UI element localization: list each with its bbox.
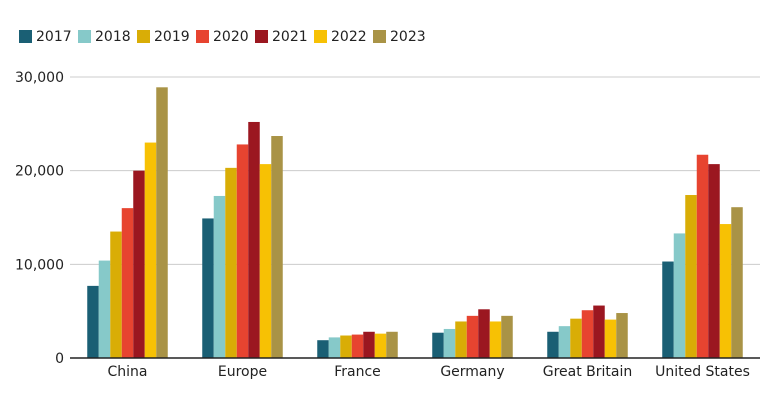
bar-china-2022 — [144, 142, 157, 358]
bar-china-2019 — [110, 231, 122, 358]
bar-great-britain-2020 — [581, 310, 594, 358]
bar-europe-2020 — [236, 144, 249, 358]
bar-germany-2017 — [432, 332, 444, 358]
bar-great-britain-2023 — [616, 313, 628, 358]
bar-france-2023 — [386, 331, 398, 358]
bar-france-2017 — [317, 340, 329, 358]
bar-germany-2018 — [443, 328, 456, 358]
bar-united-states-2019 — [685, 195, 697, 358]
bar-germany-2021 — [478, 309, 490, 358]
y-tick-label: 30,000 — [15, 70, 64, 86]
legend-label-2022: 2022 — [331, 29, 367, 45]
bars — [87, 87, 743, 359]
x-category-label: Great Britain — [543, 364, 633, 380]
y-tick-label: 0 — [55, 351, 64, 367]
y-axis-ticks: 0 10,000 20,000 30,000 — [15, 70, 64, 367]
x-category-label: China — [108, 364, 148, 380]
bar-france-2019 — [340, 335, 352, 358]
legend-swatch-2022 — [314, 30, 327, 43]
bar-great-britain-2019 — [570, 318, 582, 358]
bar-europe-2021 — [248, 121, 260, 359]
y-tick-label: 10,000 — [15, 257, 64, 273]
bar-great-britain-2017 — [547, 331, 559, 358]
bar-china-2021 — [133, 170, 145, 358]
legend-swatch-2020 — [196, 30, 209, 43]
legend: 2017 2018 2019 2020 2021 2022 2023 — [19, 29, 426, 45]
x-category-label: Germany — [440, 364, 504, 380]
bar-united-states-2023 — [731, 207, 743, 358]
bar-france-2022 — [374, 333, 387, 358]
bar-united-states-2017 — [662, 261, 674, 358]
bar-united-states-2022 — [719, 224, 732, 358]
legend-swatch-2023 — [373, 30, 386, 43]
legend-swatch-2021 — [255, 30, 268, 43]
legend-label-2021: 2021 — [272, 29, 308, 45]
legend-label-2020: 2020 — [213, 29, 249, 45]
legend-swatch-2018 — [78, 30, 91, 43]
legend-label-2018: 2018 — [95, 29, 131, 45]
gridlines — [70, 76, 760, 265]
bar-europe-2023 — [271, 136, 283, 358]
legend-label-2023: 2023 — [390, 29, 426, 45]
x-axis-labels: China Europe France Germany Great Britain Uni… — [108, 364, 750, 380]
x-category-label: France — [334, 364, 381, 380]
bar-united-states-2020 — [696, 154, 709, 358]
bar-europe-2017 — [202, 218, 214, 358]
bar-china-2017 — [87, 285, 99, 358]
bar-germany-2022 — [489, 321, 502, 358]
bar-france-2018 — [328, 337, 341, 358]
legend-label-2019: 2019 — [154, 29, 190, 45]
bar-europe-2022 — [259, 164, 272, 358]
bar-germany-2023 — [501, 315, 513, 358]
bar-china-2023 — [156, 87, 168, 358]
bar-united-states-2021 — [708, 164, 720, 358]
bar-great-britain-2018 — [558, 326, 571, 358]
bar-europe-2019 — [225, 167, 237, 358]
bar-europe-2018 — [213, 195, 226, 358]
bar-germany-2019 — [455, 321, 467, 358]
bar-great-britain-2021 — [593, 305, 605, 358]
bar-france-2021 — [363, 331, 375, 358]
bar-germany-2020 — [466, 315, 479, 358]
legend-swatch-2017 — [19, 30, 32, 43]
legend-swatch-2019 — [137, 30, 150, 43]
y-tick-label: 20,000 — [15, 164, 64, 180]
x-category-label: United States — [655, 364, 750, 380]
bar-china-2020 — [121, 208, 134, 358]
bar-united-states-2018 — [673, 233, 686, 358]
bar-france-2020 — [351, 334, 364, 358]
bar-china-2018 — [98, 260, 111, 358]
bar-great-britain-2022 — [604, 319, 617, 358]
legend-label-2017: 2017 — [36, 29, 72, 45]
x-category-label: Europe — [218, 364, 267, 380]
